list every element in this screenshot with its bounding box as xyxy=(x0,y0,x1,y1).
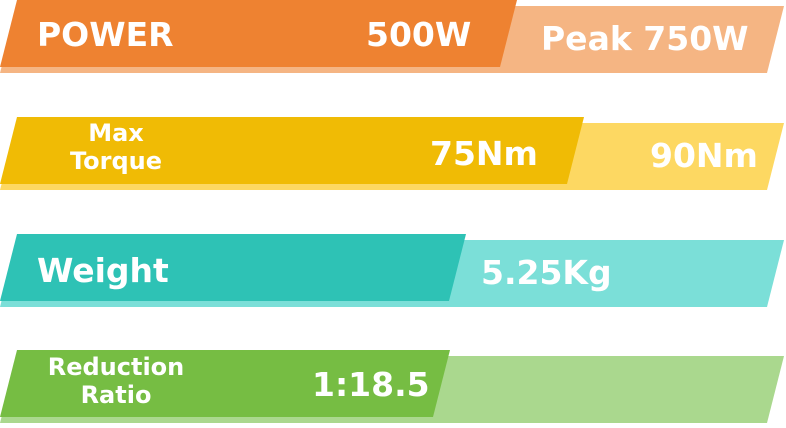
weight-row: Weight 5.25Kg xyxy=(0,234,786,308)
reduction-row: Reduction Ratio 1:18.5 xyxy=(0,350,786,424)
weight-label: Weight xyxy=(37,251,169,290)
power-row: POWER 500W Peak 750W xyxy=(0,0,786,74)
reduction-label-line1: Reduction xyxy=(47,353,185,381)
weight-band xyxy=(0,234,466,301)
power-peak-value: Peak 750W xyxy=(541,19,749,58)
reduction-label: Reduction Ratio xyxy=(40,353,192,409)
torque-value: 75Nm xyxy=(430,134,538,173)
reduction-band xyxy=(0,350,450,417)
torque-label: Max Torque xyxy=(60,119,172,175)
power-band xyxy=(0,0,517,67)
power-label: POWER xyxy=(37,15,174,54)
torque-label-line2: Torque xyxy=(69,146,163,175)
power-value: 500W xyxy=(366,15,472,54)
reduction-label-line2: Ratio xyxy=(80,380,152,409)
torque-label-line1: Max xyxy=(88,119,144,147)
torque-peak-value: 90Nm xyxy=(650,136,758,175)
reduction-value: 1:18.5 xyxy=(312,365,430,404)
torque-band xyxy=(0,117,584,184)
weight-value: 5.25Kg xyxy=(481,253,612,292)
torque-row: Max Torque 75Nm 90Nm xyxy=(0,117,786,191)
